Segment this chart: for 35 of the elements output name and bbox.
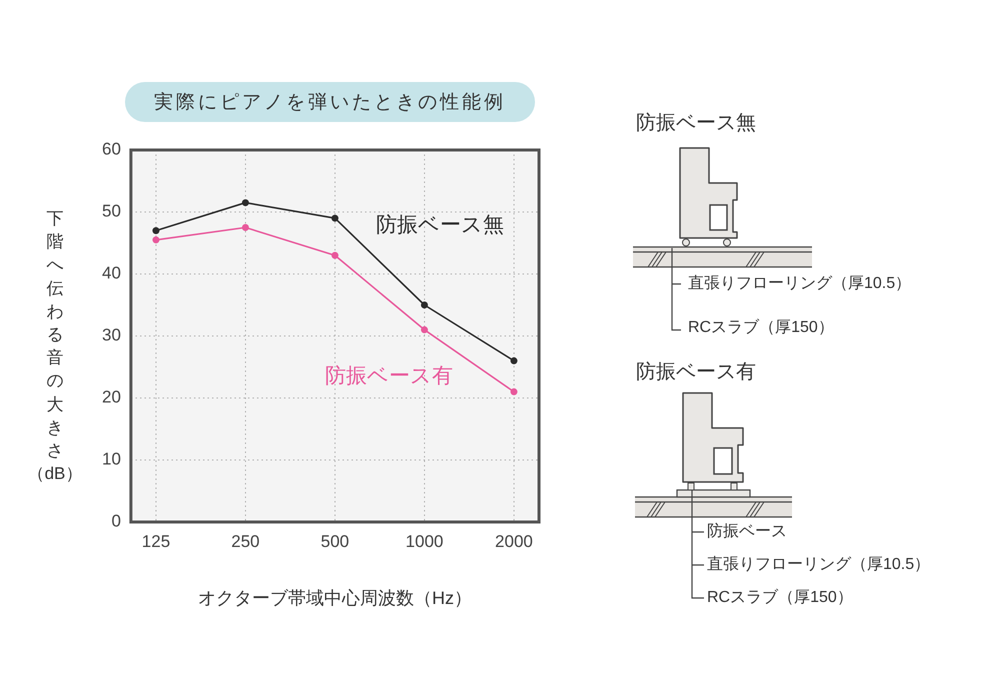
text: 直張りフローリング（厚10.5） — [707, 556, 930, 573]
point — [510, 357, 518, 364]
title-pill: 実際にピアノを弾いたときの性能例 — [125, 82, 535, 122]
text: 直張りフローリング（厚10.5） — [688, 275, 912, 292]
series-label: 防振ベース有 — [325, 364, 454, 388]
point — [420, 302, 428, 308]
point — [510, 388, 518, 396]
y-tick-label: 20 — [102, 388, 121, 407]
point — [242, 199, 249, 206]
point — [420, 326, 428, 334]
x-tick-label: 500 — [320, 532, 350, 551]
text: 防振ベース — [707, 523, 787, 540]
point — [242, 224, 249, 231]
y-tick-label: 40 — [102, 264, 121, 283]
y-tick-label: 50 — [102, 202, 121, 221]
x-tick-label: 125 — [142, 532, 170, 551]
point — [152, 236, 160, 244]
chart-title: 実際にピアノを弾いたときの性能例 — [154, 92, 506, 112]
point — [331, 252, 338, 259]
point — [152, 227, 160, 234]
text: RCスラブ（厚150） — [707, 589, 853, 606]
x-axis-title: オクターブ帯域中心周波数（Hz） — [198, 588, 472, 608]
y-tick-label: 10 — [102, 450, 121, 469]
y-tick-label: 30 — [102, 326, 121, 345]
x-tick-label: 250 — [231, 532, 260, 551]
point — [331, 214, 338, 222]
x-tick-label: 2000 — [495, 532, 533, 551]
text: 防振ベース無 — [636, 112, 756, 134]
series-label: 防振ベース無 — [376, 214, 504, 237]
text: 防振ベース有 — [636, 361, 756, 383]
y-tick-label: 60 — [102, 140, 121, 159]
y-tick-label: 0 — [111, 512, 121, 531]
x-tick-label: 1000 — [406, 532, 444, 551]
text: 下階へ伝わる音の大きさ（dB） — [28, 209, 82, 484]
text: RCスラブ（厚150） — [688, 319, 834, 336]
